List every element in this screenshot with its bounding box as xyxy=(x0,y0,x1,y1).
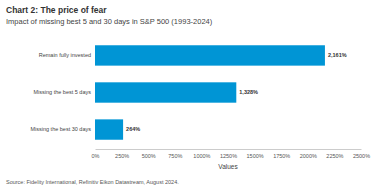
data-labels: 2,161% 1,328% 264% xyxy=(126,52,347,132)
x-axis-line xyxy=(96,149,362,150)
data-label: 1,328% xyxy=(239,89,258,95)
bar xyxy=(95,45,325,65)
x-tick-label: 2000% xyxy=(300,153,317,159)
x-tick: 500% xyxy=(142,149,156,159)
plot: 2,161% 1,328% 264% 0% 250% 500% 750% 1000% 1250%… xyxy=(30,45,370,159)
x-tick: 750% xyxy=(168,149,182,159)
x-tick: 1750% xyxy=(273,149,290,159)
x-tick: 2000% xyxy=(300,149,317,159)
x-tick: 1500% xyxy=(247,149,264,159)
title: Chart 2: The price of fear xyxy=(6,5,107,15)
y-tick: Missing the best 30 days xyxy=(30,126,95,132)
y-tick: Remain fully invested xyxy=(39,52,95,58)
data-label: 2,161% xyxy=(328,52,347,58)
x-tick: 250% xyxy=(115,149,129,159)
chart: Chart 2: The price of fear Impact of miss… xyxy=(0,0,376,189)
x-tick-label: 1250% xyxy=(220,153,237,159)
y-tick-label: Remain fully invested xyxy=(39,52,91,58)
x-tick-label: 1000% xyxy=(193,153,210,159)
y-tick: Missing the best 5 days xyxy=(34,89,95,95)
bar xyxy=(95,82,236,102)
bar xyxy=(95,119,123,139)
x-tick: 1250% xyxy=(220,149,237,159)
x-tick: 0% xyxy=(92,149,100,159)
x-tick-label: 2500% xyxy=(353,153,370,159)
x-tick-label: 250% xyxy=(115,153,129,159)
x-axis-title: Values xyxy=(218,163,238,170)
y-tick-label: Missing the best 30 days xyxy=(30,126,91,132)
x-tick-label: 2250% xyxy=(326,153,343,159)
x-tick-label: 1500% xyxy=(247,153,264,159)
y-axis: Remain fully invested Missing the best 5 … xyxy=(30,52,95,132)
y-tick-label: Missing the best 5 days xyxy=(34,89,92,95)
x-tick-label: 500% xyxy=(142,153,156,159)
x-tick: 1000% xyxy=(193,149,210,159)
x-axis: 0% 250% 500% 750% 1000% 1250% 1500% 1750% 2000% 2… xyxy=(92,149,371,159)
x-tick: 2250% xyxy=(326,149,343,159)
x-tick: 2500% xyxy=(353,149,370,159)
x-tick-label: 1750% xyxy=(273,153,290,159)
subtitle: Impact of missing best 5 and 30 days in … xyxy=(6,17,213,26)
x-tick-label: 750% xyxy=(168,153,182,159)
data-label: 264% xyxy=(126,126,140,132)
x-tick-label: 0% xyxy=(92,153,100,159)
source: Source: Fidelity International, Refiniti… xyxy=(6,179,179,185)
bars xyxy=(95,45,325,139)
